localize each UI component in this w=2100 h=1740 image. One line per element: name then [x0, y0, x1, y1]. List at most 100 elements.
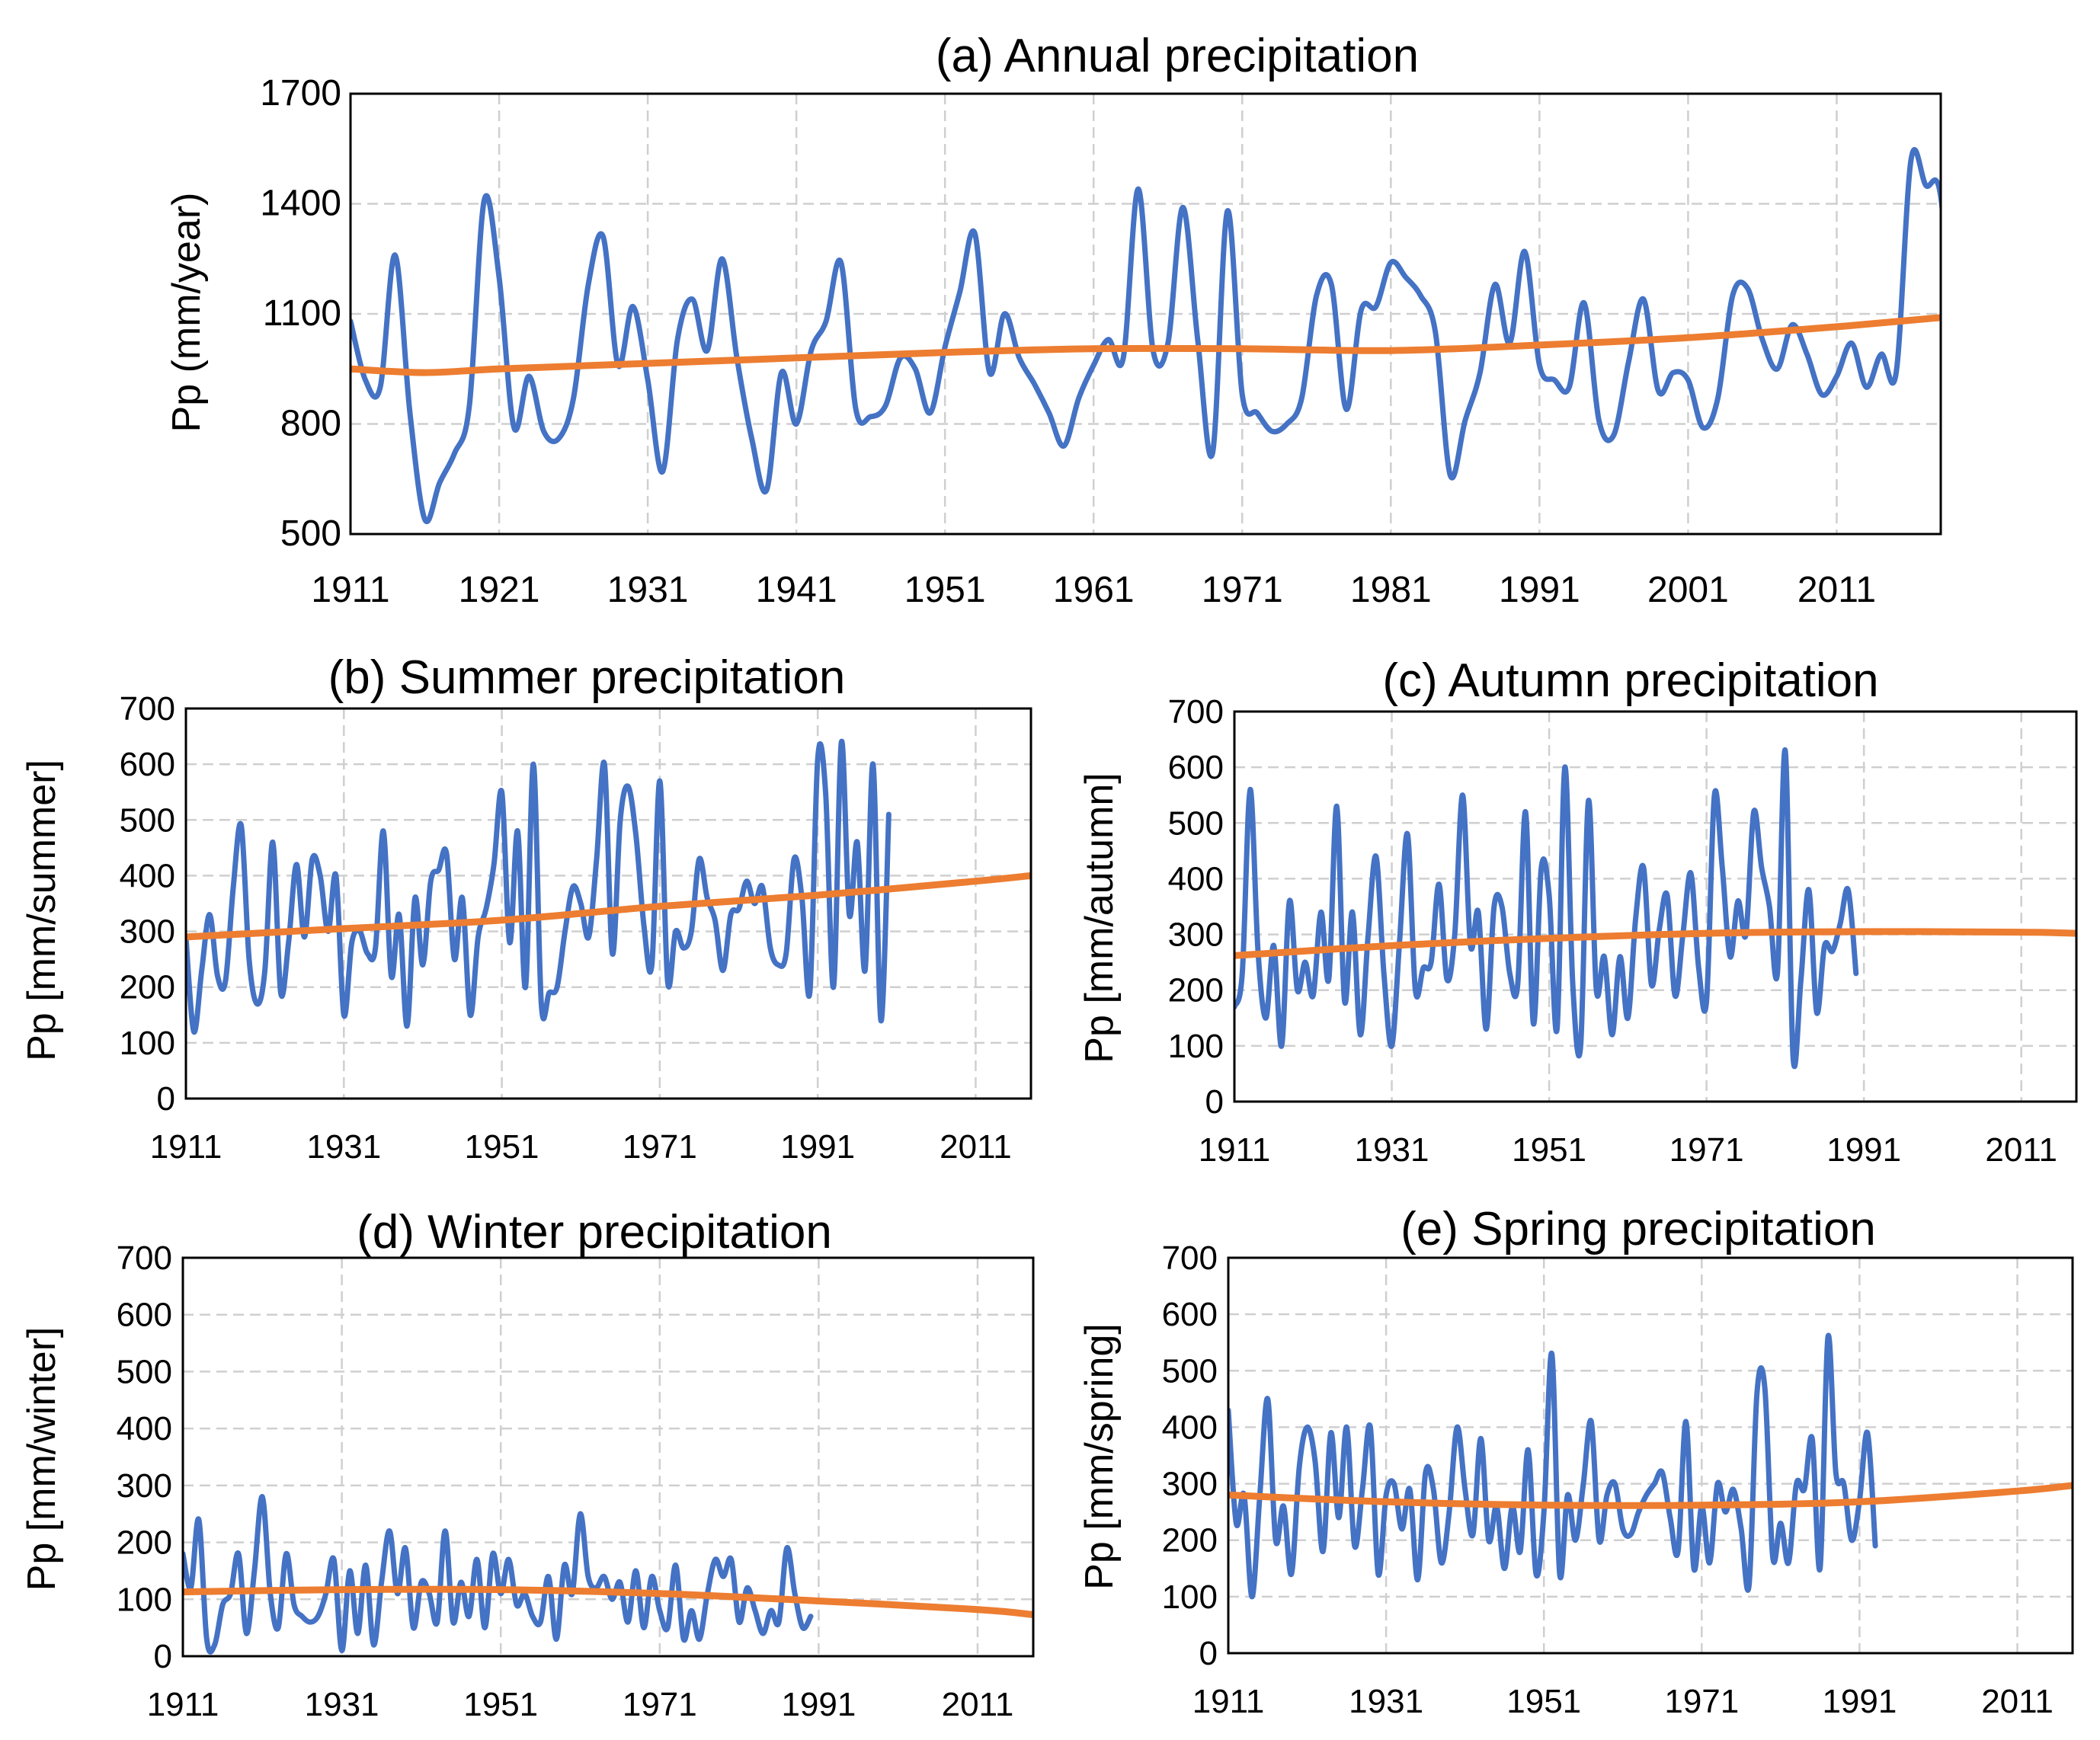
spring-chart-title: (e) Spring precipitation	[1401, 1203, 1876, 1255]
annual-plot-frame	[349, 92, 1942, 536]
summer-x-tick-label: 1931	[306, 1128, 381, 1166]
annual-observed-series-line	[351, 147, 1941, 524]
autumn-y-axis-label: Pp [mm/autumn]	[1077, 772, 1122, 1063]
summer-y-tick-label: 100	[120, 1025, 175, 1062]
spring-trend-line	[1228, 1482, 2073, 1509]
annual-chart-title: (a) Annual precipitation	[936, 30, 1419, 82]
summer-x-tick-label: 1971	[623, 1128, 697, 1166]
spring-y-tick-label: 100	[1162, 1578, 1218, 1616]
annual-x-tick-label: 1971	[1202, 570, 1283, 610]
autumn-y-tick-label: 700	[1168, 693, 1224, 731]
summer-x-tick-label: 1951	[465, 1128, 539, 1166]
spring-plot-frame	[1227, 1256, 2074, 1655]
autumn-x-tick-label: 1931	[1355, 1131, 1429, 1169]
summer-y-tick-label: 700	[120, 690, 175, 728]
summer-y-tick-label: 300	[120, 913, 175, 951]
summer-y-tick-label: 200	[120, 969, 175, 1006]
spring-series-group	[1228, 1332, 2073, 1600]
annual-x-tick-label: 1981	[1350, 570, 1432, 610]
summer-y-axis-label: Pp [mm/summer]	[20, 760, 64, 1061]
annual-precipitation-panel: (a) Annual precipitation Pp (mm/year) 19…	[165, 30, 1942, 610]
annual-plot-area: 1911 1921 1931 1941 1951 1961 1971 1981 1991 2001…	[260, 73, 1942, 610]
spring-x-tick-label: 2011	[1981, 1683, 2054, 1720]
spring-x-tick-label: 1971	[1664, 1683, 1739, 1720]
annual-y-tick-label: 800	[280, 404, 341, 444]
winter-chart-title: (d) Winter precipitation	[357, 1206, 832, 1259]
winter-observed-series-line	[183, 1494, 814, 1655]
summer-x-tick-label: 2011	[940, 1128, 1012, 1166]
autumn-y-tick-label: 300	[1168, 916, 1224, 954]
summer-y-tick-label: 600	[120, 746, 175, 783]
autumn-y-tick-label: 600	[1168, 749, 1224, 786]
winter-series-group	[183, 1494, 1033, 1655]
autumn-precipitation-panel: (c) Autumn precipitation Pp [mm/autumn] …	[1077, 654, 2078, 1169]
winter-precipitation-panel: (d) Winter precipitation Pp [mm/winter] …	[20, 1206, 1035, 1723]
summer-plot-area: 1911 1931 1951 1971 1991 2011 0 100 200 300 400 500…	[120, 690, 1032, 1166]
summer-y-tick-label: 400	[120, 857, 175, 894]
winter-y-tick-label: 700	[117, 1239, 172, 1277]
winter-y-tick-label: 100	[117, 1581, 172, 1618]
winter-plot-frame	[181, 1256, 1035, 1658]
autumn-plot-frame	[1233, 710, 2078, 1103]
annual-x-tick-label: 1921	[459, 570, 540, 610]
winter-x-tick-label: 1911	[147, 1686, 219, 1723]
annual-x-tick-label: 2001	[1647, 570, 1729, 610]
spring-y-tick-label: 200	[1162, 1522, 1218, 1559]
winter-x-tick-label: 1951	[463, 1686, 538, 1723]
annual-x-tick-label: 1961	[1053, 570, 1135, 610]
annual-y-axis-label: Pp (mm/year)	[165, 193, 209, 433]
summer-precipitation-panel: (b) Summer precipitation Pp [mm/summer] …	[20, 651, 1032, 1166]
summer-y-tick-label: 500	[120, 801, 175, 839]
spring-y-tick-label: 500	[1162, 1352, 1218, 1390]
annual-series-group	[351, 147, 1941, 524]
autumn-plot-area: 1911 1931 1951 1971 1991 2011 0 100 200 300 400 500…	[1168, 693, 2078, 1169]
annual-x-tick-label: 1941	[756, 570, 837, 610]
autumn-y-tick-label: 100	[1168, 1028, 1224, 1065]
autumn-x-tick-label: 1991	[1826, 1131, 1901, 1169]
annual-x-tick-label: 2011	[1797, 570, 1876, 610]
winter-y-tick-label: 300	[117, 1467, 172, 1505]
winter-y-tick-label: 0	[154, 1638, 172, 1675]
annual-x-tick-label: 1951	[904, 570, 986, 610]
spring-y-axis-label: Pp [mm/spring]	[1077, 1323, 1122, 1590]
spring-x-tick-label: 1931	[1349, 1683, 1423, 1720]
spring-y-tick-label: 600	[1162, 1296, 1218, 1333]
summer-trend-line	[186, 872, 1031, 941]
winter-y-tick-label: 500	[117, 1353, 172, 1390]
autumn-trend-line	[1234, 928, 2076, 959]
spring-x-tick-label: 1991	[1822, 1683, 1897, 1720]
winter-trend-line	[183, 1585, 1033, 1618]
spring-y-tick-label: 300	[1162, 1466, 1218, 1503]
summer-x-tick-label: 1991	[780, 1128, 855, 1166]
annual-trend-line	[351, 314, 1941, 376]
annual-y-tick-label: 500	[280, 513, 341, 554]
summer-series-group	[186, 738, 1031, 1035]
annual-x-tick-label: 1911	[311, 570, 389, 610]
autumn-x-tick-label: 2011	[1985, 1131, 2057, 1169]
spring-observed-series-line	[1228, 1332, 1878, 1600]
winter-y-axis-label: Pp [mm/winter]	[20, 1327, 64, 1591]
spring-precipitation-panel: (e) Spring precipitation Pp [mm/spring] …	[1077, 1203, 2074, 1720]
summer-observed-series-line	[186, 738, 892, 1035]
summer-chart-title: (b) Summer precipitation	[328, 651, 846, 704]
spring-y-tick-label: 0	[1199, 1635, 1218, 1672]
winter-y-tick-label: 200	[117, 1524, 172, 1562]
autumn-chart-title: (c) Autumn precipitation	[1382, 654, 1878, 707]
spring-y-tick-label: 700	[1162, 1239, 1218, 1277]
winter-x-tick-label: 2011	[942, 1686, 1014, 1723]
autumn-x-tick-label: 1951	[1512, 1131, 1586, 1169]
summer-plot-frame	[184, 707, 1032, 1100]
summer-x-tick-label: 1911	[150, 1128, 222, 1166]
autumn-series-group	[1234, 747, 2076, 1070]
summer-y-tick-label: 0	[157, 1080, 175, 1118]
annual-y-tick-label: 1100	[263, 293, 341, 334]
annual-y-tick-label: 1700	[260, 73, 341, 114]
autumn-y-tick-label: 0	[1205, 1083, 1224, 1121]
autumn-x-tick-label: 1971	[1669, 1131, 1744, 1169]
autumn-y-tick-label: 400	[1168, 860, 1224, 897]
winter-x-tick-label: 1991	[781, 1686, 856, 1723]
autumn-x-tick-label: 1911	[1199, 1131, 1271, 1169]
autumn-y-tick-label: 200	[1168, 972, 1224, 1009]
spring-x-tick-label: 1951	[1506, 1683, 1581, 1720]
winter-y-tick-label: 400	[117, 1410, 172, 1447]
